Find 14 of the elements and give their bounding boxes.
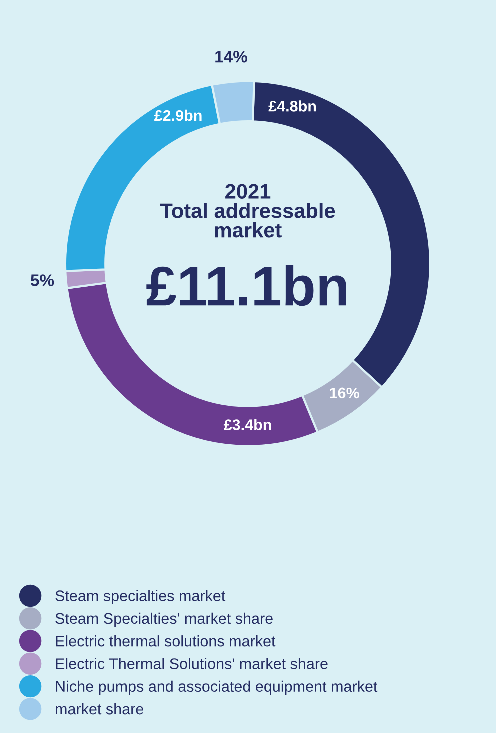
- legend-label: Niche pumps and associated equipment market: [56, 680, 378, 696]
- text: 5%: [31, 274, 54, 286]
- text: £4.8bn: [268, 100, 316, 112]
- text: £2.9bn: [154, 110, 202, 122]
- text: 16%: [330, 388, 360, 399]
- legend-label: Electric Thermal Solutions' market share: [56, 658, 328, 670]
- legend-label: Steam Specialties' market share: [56, 612, 273, 628]
- legend-label: Steam specialties market: [56, 590, 226, 604]
- text: 14%: [216, 51, 248, 63]
- text: 2021 Total addressable market: [160, 184, 336, 238]
- text: £3.4bn: [224, 419, 272, 430]
- legend-label: market share: [56, 703, 144, 715]
- legend-label: Electric thermal solutions market: [56, 636, 276, 647]
- text: £11.1bn: [146, 265, 346, 306]
